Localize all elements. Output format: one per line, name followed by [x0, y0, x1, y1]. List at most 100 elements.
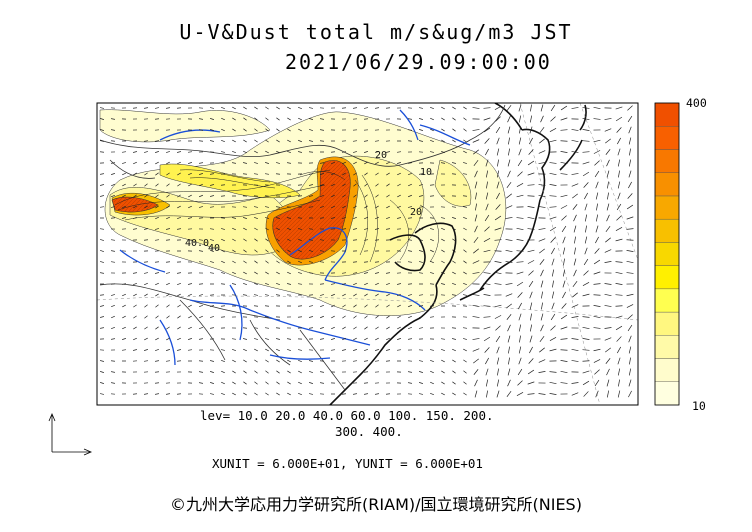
wind-arrow: [166, 216, 170, 220]
wind-arrow: [462, 338, 468, 340]
wind-arrow: [99, 294, 105, 296]
wind-arrow: [308, 261, 314, 263]
wind-arrow: [494, 227, 502, 231]
wind-arrow: [615, 227, 623, 231]
wind-arrow: [242, 173, 248, 175]
wind-arrow: [463, 348, 467, 352]
wind-arrow: [221, 260, 225, 264]
wind-arrow: [539, 126, 545, 134]
wind-arrow: [483, 249, 491, 253]
wind-arrow: [551, 269, 555, 277]
wind-arrow: [527, 228, 535, 230]
wind-arrow: [483, 238, 491, 242]
wind-arrow: [132, 272, 138, 274]
wind-arrow: [275, 294, 281, 296]
wind-arrow: [572, 193, 578, 199]
wind-arrow: [418, 360, 424, 362]
wind-arrow: [110, 239, 116, 241]
wind-arrow: [550, 237, 556, 243]
wind-arrow: [519, 335, 521, 343]
wind-arrow: [374, 360, 380, 362]
wind-arrow: [452, 381, 456, 385]
wind-arrow: [287, 117, 291, 121]
wind-arrow: [472, 316, 480, 318]
wind-arrow: [276, 106, 280, 110]
wind-arrow: [617, 357, 621, 365]
wind-arrow: [155, 161, 159, 165]
wind-arrow: [606, 368, 610, 376]
wind-arrow: [538, 359, 546, 363]
wind-arrow: [560, 205, 568, 209]
wind-arrow: [560, 151, 568, 153]
wind-arrow: [628, 346, 632, 354]
wind-arrow: [386, 216, 390, 220]
wind-arrow: [231, 349, 237, 351]
wind-arrow: [430, 139, 434, 143]
wind-arrow: [232, 359, 236, 363]
wind-arrow: [495, 325, 501, 331]
wind-arrow: [418, 294, 424, 296]
wind-arrow: [418, 118, 424, 120]
wind-arrow: [538, 371, 546, 373]
wind-arrow: [560, 117, 568, 121]
wind-arrow: [517, 171, 523, 177]
wind-arrow: [352, 151, 358, 153]
wind-arrow: [440, 283, 446, 285]
wind-arrow: [582, 370, 590, 374]
wind-arrow: [386, 304, 390, 308]
wind-arrow: [177, 161, 181, 165]
wind-arrow: [518, 115, 522, 123]
wind-arrow: [374, 239, 380, 241]
wind-arrow: [353, 293, 357, 297]
wind-arrow: [560, 326, 568, 330]
wind-arrow: [505, 283, 513, 285]
wind-arrow: [574, 236, 576, 244]
wind-arrow: [209, 140, 215, 142]
wind-arrow: [187, 283, 193, 285]
wind-arrow: [221, 117, 225, 121]
wind-arrow: [473, 236, 479, 244]
wind-arrow: [264, 327, 270, 329]
wind-arrow: [143, 393, 149, 395]
wind-arrow: [375, 172, 379, 176]
colorbar-segment: [654, 218, 680, 243]
wind-arrow: [352, 228, 358, 230]
wind-arrow: [615, 261, 623, 263]
wind-arrow: [397, 205, 401, 209]
wind-arrow: [617, 137, 621, 145]
wind-arrow: [440, 338, 446, 340]
wind-arrow: [560, 161, 568, 165]
wind-arrow: [627, 324, 633, 332]
wind-arrow: [604, 118, 612, 120]
wind-arrow: [626, 304, 634, 308]
wind-arrow: [243, 392, 247, 396]
contour-label: 20: [410, 207, 422, 218]
wind-arrow: [396, 349, 402, 351]
wind-arrow: [374, 107, 380, 109]
wind-arrow: [441, 106, 445, 110]
wind-arrow: [418, 173, 424, 175]
wind-arrow: [133, 172, 137, 176]
wind-arrow: [232, 128, 236, 132]
wind-arrow: [529, 291, 533, 299]
wind-arrow: [330, 338, 336, 340]
wind-arrow: [396, 338, 402, 340]
colorbar-segment: [654, 102, 680, 127]
wind-arrow: [472, 129, 480, 131]
wind-arrow: [308, 118, 314, 120]
wind-arrow: [352, 360, 358, 362]
wind-arrow: [110, 129, 116, 131]
wind-arrow: [243, 370, 247, 374]
graticule: [97, 103, 638, 405]
wind-arrow: [571, 129, 579, 131]
wind-arrow: [342, 337, 346, 341]
wind-arrow: [253, 206, 259, 208]
wind-arrow: [462, 206, 468, 208]
wind-arrow: [231, 150, 237, 154]
wind-arrow: [276, 238, 280, 242]
wind-arrow: [221, 370, 225, 374]
wind-arrow: [441, 392, 445, 396]
wind-arrow: [298, 359, 302, 363]
wind-arrow: [144, 304, 148, 308]
